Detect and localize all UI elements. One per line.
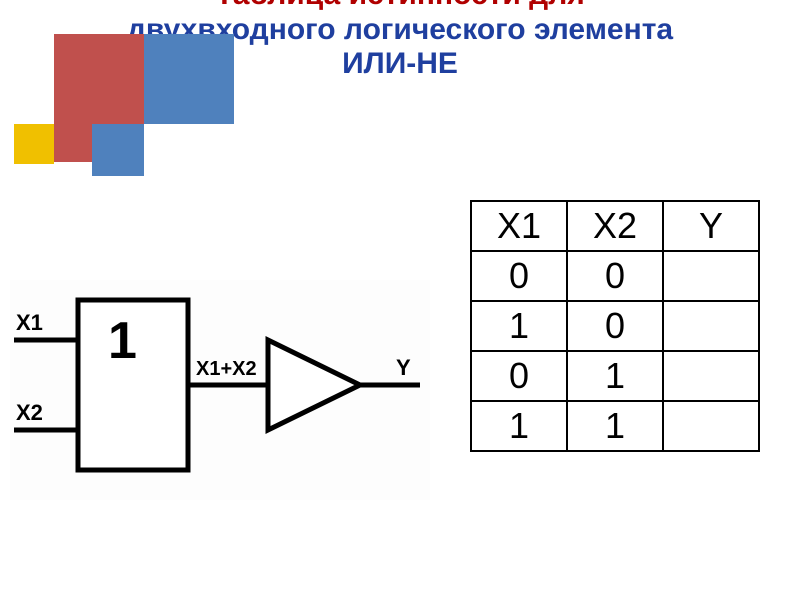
or-gate-symbol: 1 — [108, 312, 137, 370]
cell — [663, 251, 759, 301]
truth-table: X1 X2 Y 0 0 1 0 0 1 1 1 — [470, 200, 760, 452]
cell: 1 — [567, 351, 663, 401]
table-row: 1 0 — [471, 301, 759, 351]
logic-circuit-diagram: 1 X1 X2 X1+X2 Y — [10, 280, 430, 500]
cell: 1 — [471, 401, 567, 451]
cell: 0 — [471, 351, 567, 401]
not-gate-body — [268, 340, 360, 430]
input-label-x2: X2 — [16, 400, 43, 425]
th-y: Y — [663, 201, 759, 251]
decor-square-yellow — [14, 124, 54, 164]
title-line-1: Таблица истинности для — [0, 0, 800, 13]
output-label: Y — [396, 355, 411, 380]
cell — [663, 351, 759, 401]
cell: 1 — [471, 301, 567, 351]
cell: 0 — [471, 251, 567, 301]
truth-table-body: 0 0 1 0 0 1 1 1 — [471, 251, 759, 451]
decor-square-blue-small — [92, 124, 144, 176]
decor-square-blue-large — [144, 34, 234, 124]
circuit-svg: 1 X1 X2 X1+X2 Y — [10, 280, 430, 500]
table-row: 0 0 — [471, 251, 759, 301]
table-row: 1 1 — [471, 401, 759, 451]
mid-wire-label: X1+X2 — [196, 358, 257, 380]
decor-square-red-large — [54, 34, 144, 124]
cell — [663, 301, 759, 351]
truth-table-head: X1 X2 Y — [471, 201, 759, 251]
cell: 0 — [567, 301, 663, 351]
cell: 0 — [567, 251, 663, 301]
th-x1: X1 — [471, 201, 567, 251]
th-x2: X2 — [567, 201, 663, 251]
input-label-x1: X1 — [16, 310, 43, 335]
table-row: X1 X2 Y — [471, 201, 759, 251]
cell — [663, 401, 759, 451]
cell: 1 — [567, 401, 663, 451]
decor-square-red-small — [54, 124, 92, 162]
table-row: 0 1 — [471, 351, 759, 401]
